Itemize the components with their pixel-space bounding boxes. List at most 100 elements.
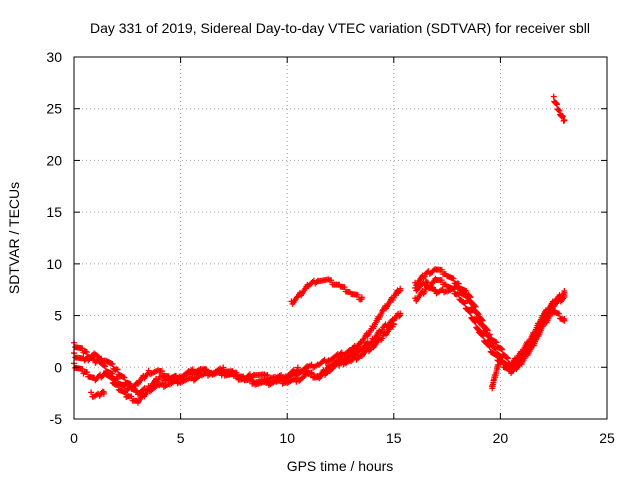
data-point bbox=[173, 377, 180, 384]
data-point bbox=[493, 339, 500, 346]
data-point bbox=[379, 335, 386, 342]
series-track-2 bbox=[71, 310, 404, 394]
data-point bbox=[424, 279, 431, 286]
y-tick-label: 15 bbox=[46, 204, 62, 220]
data-point bbox=[390, 320, 397, 327]
data-point bbox=[421, 273, 428, 280]
data-point bbox=[203, 369, 210, 376]
data-point bbox=[108, 374, 115, 381]
data-point bbox=[439, 286, 446, 293]
data-point bbox=[555, 107, 562, 114]
y-tick-label: -5 bbox=[50, 411, 63, 427]
data-point bbox=[278, 376, 285, 383]
data-point bbox=[294, 364, 301, 371]
y-tick-label: 30 bbox=[46, 49, 62, 65]
x-tick-label: 10 bbox=[279, 430, 295, 446]
data-point bbox=[421, 288, 428, 295]
data-point bbox=[264, 378, 271, 385]
data-point bbox=[467, 299, 474, 306]
x-tick-label: 20 bbox=[493, 430, 509, 446]
series-track-5 bbox=[288, 276, 365, 307]
data-point bbox=[397, 285, 404, 292]
data-point bbox=[345, 353, 352, 360]
plot-frame bbox=[73, 56, 608, 420]
data-point bbox=[483, 331, 490, 338]
data-point bbox=[478, 322, 485, 329]
data-point bbox=[100, 389, 107, 396]
data-point bbox=[84, 369, 91, 376]
data-point bbox=[463, 292, 470, 299]
data-point bbox=[495, 362, 502, 369]
series-track-9 bbox=[488, 361, 502, 392]
data-point bbox=[128, 393, 135, 400]
series-track-10 bbox=[550, 93, 568, 124]
data-point bbox=[308, 370, 315, 377]
data-point bbox=[220, 366, 227, 373]
data-point bbox=[560, 316, 567, 323]
data-point bbox=[499, 354, 506, 361]
x-axis-label: GPS time / hours bbox=[287, 458, 394, 474]
data-point bbox=[467, 309, 474, 316]
data-point bbox=[438, 266, 445, 273]
y-tick-label: 10 bbox=[46, 256, 62, 272]
data-point bbox=[492, 344, 499, 351]
data-point bbox=[121, 374, 128, 381]
data-point bbox=[95, 354, 102, 361]
data-point bbox=[185, 368, 192, 375]
data-point bbox=[474, 325, 481, 332]
series-track-4 bbox=[88, 388, 107, 400]
series-track-8 bbox=[412, 278, 568, 374]
data-point bbox=[145, 367, 152, 374]
data-point bbox=[560, 117, 567, 124]
data-point bbox=[484, 332, 491, 339]
data-point bbox=[561, 117, 568, 124]
data-point bbox=[396, 313, 403, 320]
data-point bbox=[249, 372, 256, 379]
x-tick-label: 0 bbox=[70, 430, 78, 446]
data-point bbox=[479, 322, 486, 329]
data-point bbox=[308, 361, 315, 368]
data-point bbox=[474, 315, 481, 322]
data-point bbox=[341, 284, 348, 291]
data-point bbox=[559, 113, 566, 120]
data-point bbox=[278, 371, 285, 378]
data-point bbox=[88, 389, 95, 396]
data-point bbox=[492, 345, 499, 352]
data-point bbox=[466, 298, 473, 305]
data-point bbox=[114, 382, 121, 389]
data-point bbox=[561, 317, 568, 324]
data-point bbox=[504, 355, 511, 362]
data-point bbox=[438, 277, 445, 284]
data-points bbox=[71, 93, 568, 406]
data-point bbox=[102, 363, 109, 370]
data-point bbox=[498, 345, 505, 352]
data-point bbox=[328, 277, 335, 284]
data-point bbox=[397, 310, 404, 317]
x-tick-label: 5 bbox=[177, 430, 185, 446]
data-point bbox=[354, 291, 361, 298]
axis-ticks: 0 5 10 15 20 25 -5 0 5 10 15 20 25 30 bbox=[46, 49, 615, 446]
data-point bbox=[486, 336, 493, 343]
data-point bbox=[94, 353, 101, 360]
data-point bbox=[122, 389, 129, 396]
data-point bbox=[302, 371, 309, 378]
y-axis-label: SDTVAR / TECUs bbox=[6, 182, 22, 294]
data-point bbox=[158, 368, 165, 375]
data-point bbox=[472, 309, 479, 316]
data-point bbox=[324, 358, 331, 365]
y-tick-label: 5 bbox=[54, 308, 62, 324]
data-point bbox=[336, 362, 343, 369]
series-track-3 bbox=[71, 320, 397, 406]
data-point bbox=[561, 293, 568, 300]
data-point bbox=[450, 275, 457, 282]
y-tick-label: 25 bbox=[46, 101, 62, 117]
data-point bbox=[233, 372, 240, 379]
x-tick-label: 15 bbox=[386, 430, 402, 446]
data-point bbox=[466, 308, 473, 315]
data-point bbox=[122, 383, 129, 390]
data-point bbox=[114, 375, 121, 382]
data-point bbox=[83, 349, 90, 356]
data-point bbox=[109, 361, 116, 368]
data-point bbox=[101, 362, 108, 369]
data-point bbox=[247, 376, 254, 383]
